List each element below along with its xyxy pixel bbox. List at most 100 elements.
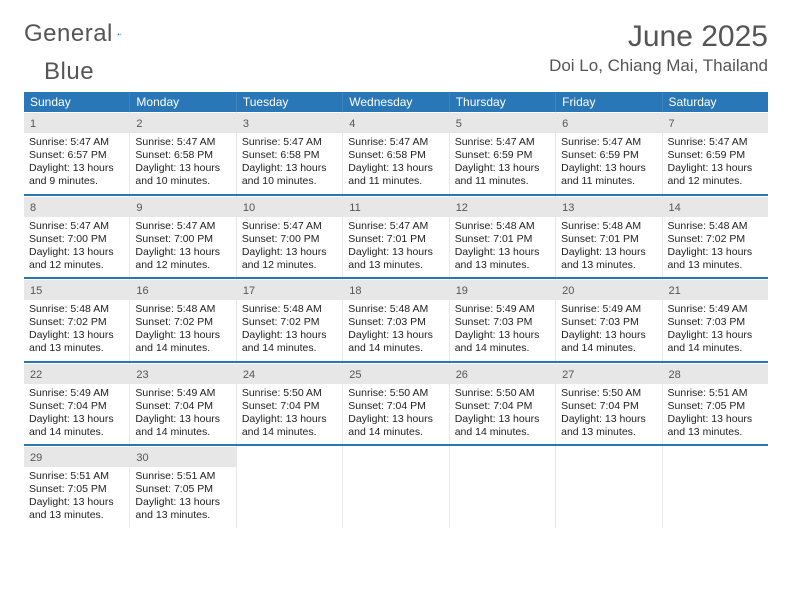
week-row: 22Sunrise: 5:49 AMSunset: 7:04 PMDayligh… bbox=[24, 363, 768, 447]
day-cell: 1Sunrise: 5:47 AMSunset: 6:57 PMDaylight… bbox=[24, 112, 130, 194]
day-number: 15 bbox=[30, 285, 42, 297]
day-cell: 3Sunrise: 5:47 AMSunset: 6:58 PMDaylight… bbox=[237, 112, 343, 194]
sunrise-line: Sunrise: 5:51 AM bbox=[29, 470, 124, 483]
day-number: 2 bbox=[136, 118, 142, 130]
week-row: 1Sunrise: 5:47 AMSunset: 6:57 PMDaylight… bbox=[24, 112, 768, 196]
daylight-line: Daylight: 13 hours and 12 minutes. bbox=[668, 162, 763, 188]
day-number: 4 bbox=[349, 118, 355, 130]
daylight-line: Daylight: 13 hours and 9 minutes. bbox=[29, 162, 124, 188]
daylight-line: Daylight: 13 hours and 10 minutes. bbox=[135, 162, 230, 188]
sunrise-line: Sunrise: 5:47 AM bbox=[242, 220, 337, 233]
daylight-line: Daylight: 13 hours and 12 minutes. bbox=[135, 246, 230, 272]
sunset-line: Sunset: 7:04 PM bbox=[561, 400, 656, 413]
day-number: 26 bbox=[456, 369, 468, 381]
weekday-header: Tuesday bbox=[237, 92, 343, 112]
day-number: 16 bbox=[136, 285, 148, 297]
sunrise-line: Sunrise: 5:47 AM bbox=[29, 220, 124, 233]
daylight-line: Daylight: 13 hours and 11 minutes. bbox=[561, 162, 656, 188]
sunset-line: Sunset: 7:03 PM bbox=[668, 316, 763, 329]
day-cell: 8Sunrise: 5:47 AMSunset: 7:00 PMDaylight… bbox=[24, 196, 130, 278]
day-cell: 29Sunrise: 5:51 AMSunset: 7:05 PMDayligh… bbox=[24, 446, 130, 528]
sunrise-line: Sunrise: 5:47 AM bbox=[348, 220, 443, 233]
day-cell: 10Sunrise: 5:47 AMSunset: 7:00 PMDayligh… bbox=[237, 196, 343, 278]
weekday-header: Thursday bbox=[450, 92, 556, 112]
sunrise-line: Sunrise: 5:47 AM bbox=[455, 136, 550, 149]
sunset-line: Sunset: 7:04 PM bbox=[348, 400, 443, 413]
location: Doi Lo, Chiang Mai, Thailand bbox=[549, 56, 768, 76]
sunset-line: Sunset: 7:03 PM bbox=[455, 316, 550, 329]
weekday-header: Wednesday bbox=[343, 92, 449, 112]
daylight-line: Daylight: 13 hours and 13 minutes. bbox=[668, 413, 763, 439]
sunset-line: Sunset: 7:05 PM bbox=[29, 483, 124, 496]
sail-icon bbox=[117, 25, 121, 43]
brand-word1: General bbox=[24, 20, 113, 48]
day-number: 24 bbox=[243, 369, 255, 381]
day-number: 18 bbox=[349, 285, 361, 297]
daylight-line: Daylight: 13 hours and 14 minutes. bbox=[668, 329, 763, 355]
sunset-line: Sunset: 7:02 PM bbox=[242, 316, 337, 329]
day-number: 25 bbox=[349, 369, 361, 381]
daylight-line: Daylight: 13 hours and 13 minutes. bbox=[29, 329, 124, 355]
day-cell bbox=[237, 446, 343, 528]
sunset-line: Sunset: 7:04 PM bbox=[29, 400, 124, 413]
day-number: 27 bbox=[562, 369, 574, 381]
day-number: 11 bbox=[349, 202, 360, 214]
day-cell: 7Sunrise: 5:47 AMSunset: 6:59 PMDaylight… bbox=[663, 112, 768, 194]
sunrise-line: Sunrise: 5:51 AM bbox=[135, 470, 230, 483]
sunset-line: Sunset: 7:04 PM bbox=[455, 400, 550, 413]
day-number: 22 bbox=[30, 369, 42, 381]
sunrise-line: Sunrise: 5:48 AM bbox=[455, 220, 550, 233]
day-number: 1 bbox=[30, 118, 36, 130]
sunset-line: Sunset: 7:01 PM bbox=[348, 233, 443, 246]
calendar: SundayMondayTuesdayWednesdayThursdayFrid… bbox=[24, 92, 768, 528]
day-number: 20 bbox=[562, 285, 574, 297]
day-cell: 19 Sunrise: 5:49 AMSunset: 7:03 PMDayligh… bbox=[450, 279, 556, 361]
daylight-line: Daylight: 13 hours and 14 minutes. bbox=[29, 413, 124, 439]
brand-word2: Blue bbox=[44, 58, 94, 85]
sunrise-line: Sunrise: 5:48 AM bbox=[242, 303, 337, 316]
daylight-line: Daylight: 13 hours and 14 minutes. bbox=[348, 413, 443, 439]
weekday-header: Friday bbox=[556, 92, 662, 112]
sunrise-line: Sunrise: 5:47 AM bbox=[29, 136, 124, 149]
day-cell: 18Sunrise: 5:48 AMSunset: 7:03 PMDayligh… bbox=[343, 279, 449, 361]
day-number: 19 bbox=[456, 285, 468, 297]
sunrise-line: Sunrise: 5:49 AM bbox=[135, 387, 230, 400]
sunrise-line: Sunrise: 5:49 AM bbox=[455, 303, 550, 316]
sunset-line: Sunset: 7:05 PM bbox=[135, 483, 230, 496]
sunset-line: Sunset: 6:58 PM bbox=[348, 149, 443, 162]
day-cell: 16Sunrise: 5:48 AMSunset: 7:02 PMDayligh… bbox=[130, 279, 236, 361]
sunset-line: Sunset: 7:03 PM bbox=[561, 316, 656, 329]
sunset-line: Sunset: 7:02 PM bbox=[135, 316, 230, 329]
day-number: 17 bbox=[243, 285, 255, 297]
day-cell: 26Sunrise: 5:50 AMSunset: 7:04 PMDayligh… bbox=[450, 363, 556, 445]
sunset-line: Sunset: 7:00 PM bbox=[29, 233, 124, 246]
sunrise-line: Sunrise: 5:47 AM bbox=[242, 136, 337, 149]
day-cell: 28Sunrise: 5:51 AMSunset: 7:05 PMDayligh… bbox=[663, 363, 768, 445]
sunrise-line: Sunrise: 5:51 AM bbox=[668, 387, 763, 400]
day-number: 10 bbox=[243, 202, 255, 214]
day-number: 28 bbox=[669, 369, 681, 381]
sunrise-line: Sunrise: 5:47 AM bbox=[561, 136, 656, 149]
daylight-line: Daylight: 13 hours and 13 minutes. bbox=[348, 246, 443, 272]
sunrise-line: Sunrise: 5:50 AM bbox=[242, 387, 337, 400]
sunrise-line: Sunrise: 5:48 AM bbox=[135, 303, 230, 316]
sunrise-line: Sunrise: 5:49 AM bbox=[29, 387, 124, 400]
day-cell: 23Sunrise: 5:49 AMSunset: 7:04 PMDayligh… bbox=[130, 363, 236, 445]
daylight-line: Daylight: 13 hours and 14 minutes. bbox=[455, 329, 550, 355]
day-cell: 11 Sunrise: 5:47 AMSunset: 7:01 PMDayligh… bbox=[343, 196, 449, 278]
day-cell: 5Sunrise: 5:47 AMSunset: 6:59 PMDaylight… bbox=[450, 112, 556, 194]
day-number: 14 bbox=[669, 202, 681, 214]
week-row: 29Sunrise: 5:51 AMSunset: 7:05 PMDayligh… bbox=[24, 446, 768, 528]
sunrise-line: Sunrise: 5:48 AM bbox=[348, 303, 443, 316]
day-cell: 30Sunrise: 5:51 AMSunset: 7:05 PMDayligh… bbox=[130, 446, 236, 528]
day-number: 9 bbox=[136, 202, 142, 214]
daylight-line: Daylight: 13 hours and 14 minutes. bbox=[561, 329, 656, 355]
day-cell: 2Sunrise: 5:47 AMSunset: 6:58 PMDaylight… bbox=[130, 112, 236, 194]
day-cell: 4Sunrise: 5:47 AMSunset: 6:58 PMDaylight… bbox=[343, 112, 449, 194]
daylight-line: Daylight: 13 hours and 11 minutes. bbox=[455, 162, 550, 188]
daylight-line: Daylight: 13 hours and 14 minutes. bbox=[348, 329, 443, 355]
daylight-line: Daylight: 13 hours and 12 minutes. bbox=[242, 246, 337, 272]
sunset-line: Sunset: 6:58 PM bbox=[242, 149, 337, 162]
weekday-header-row: SundayMondayTuesdayWednesdayThursdayFrid… bbox=[24, 92, 768, 112]
sunset-line: Sunset: 7:01 PM bbox=[455, 233, 550, 246]
